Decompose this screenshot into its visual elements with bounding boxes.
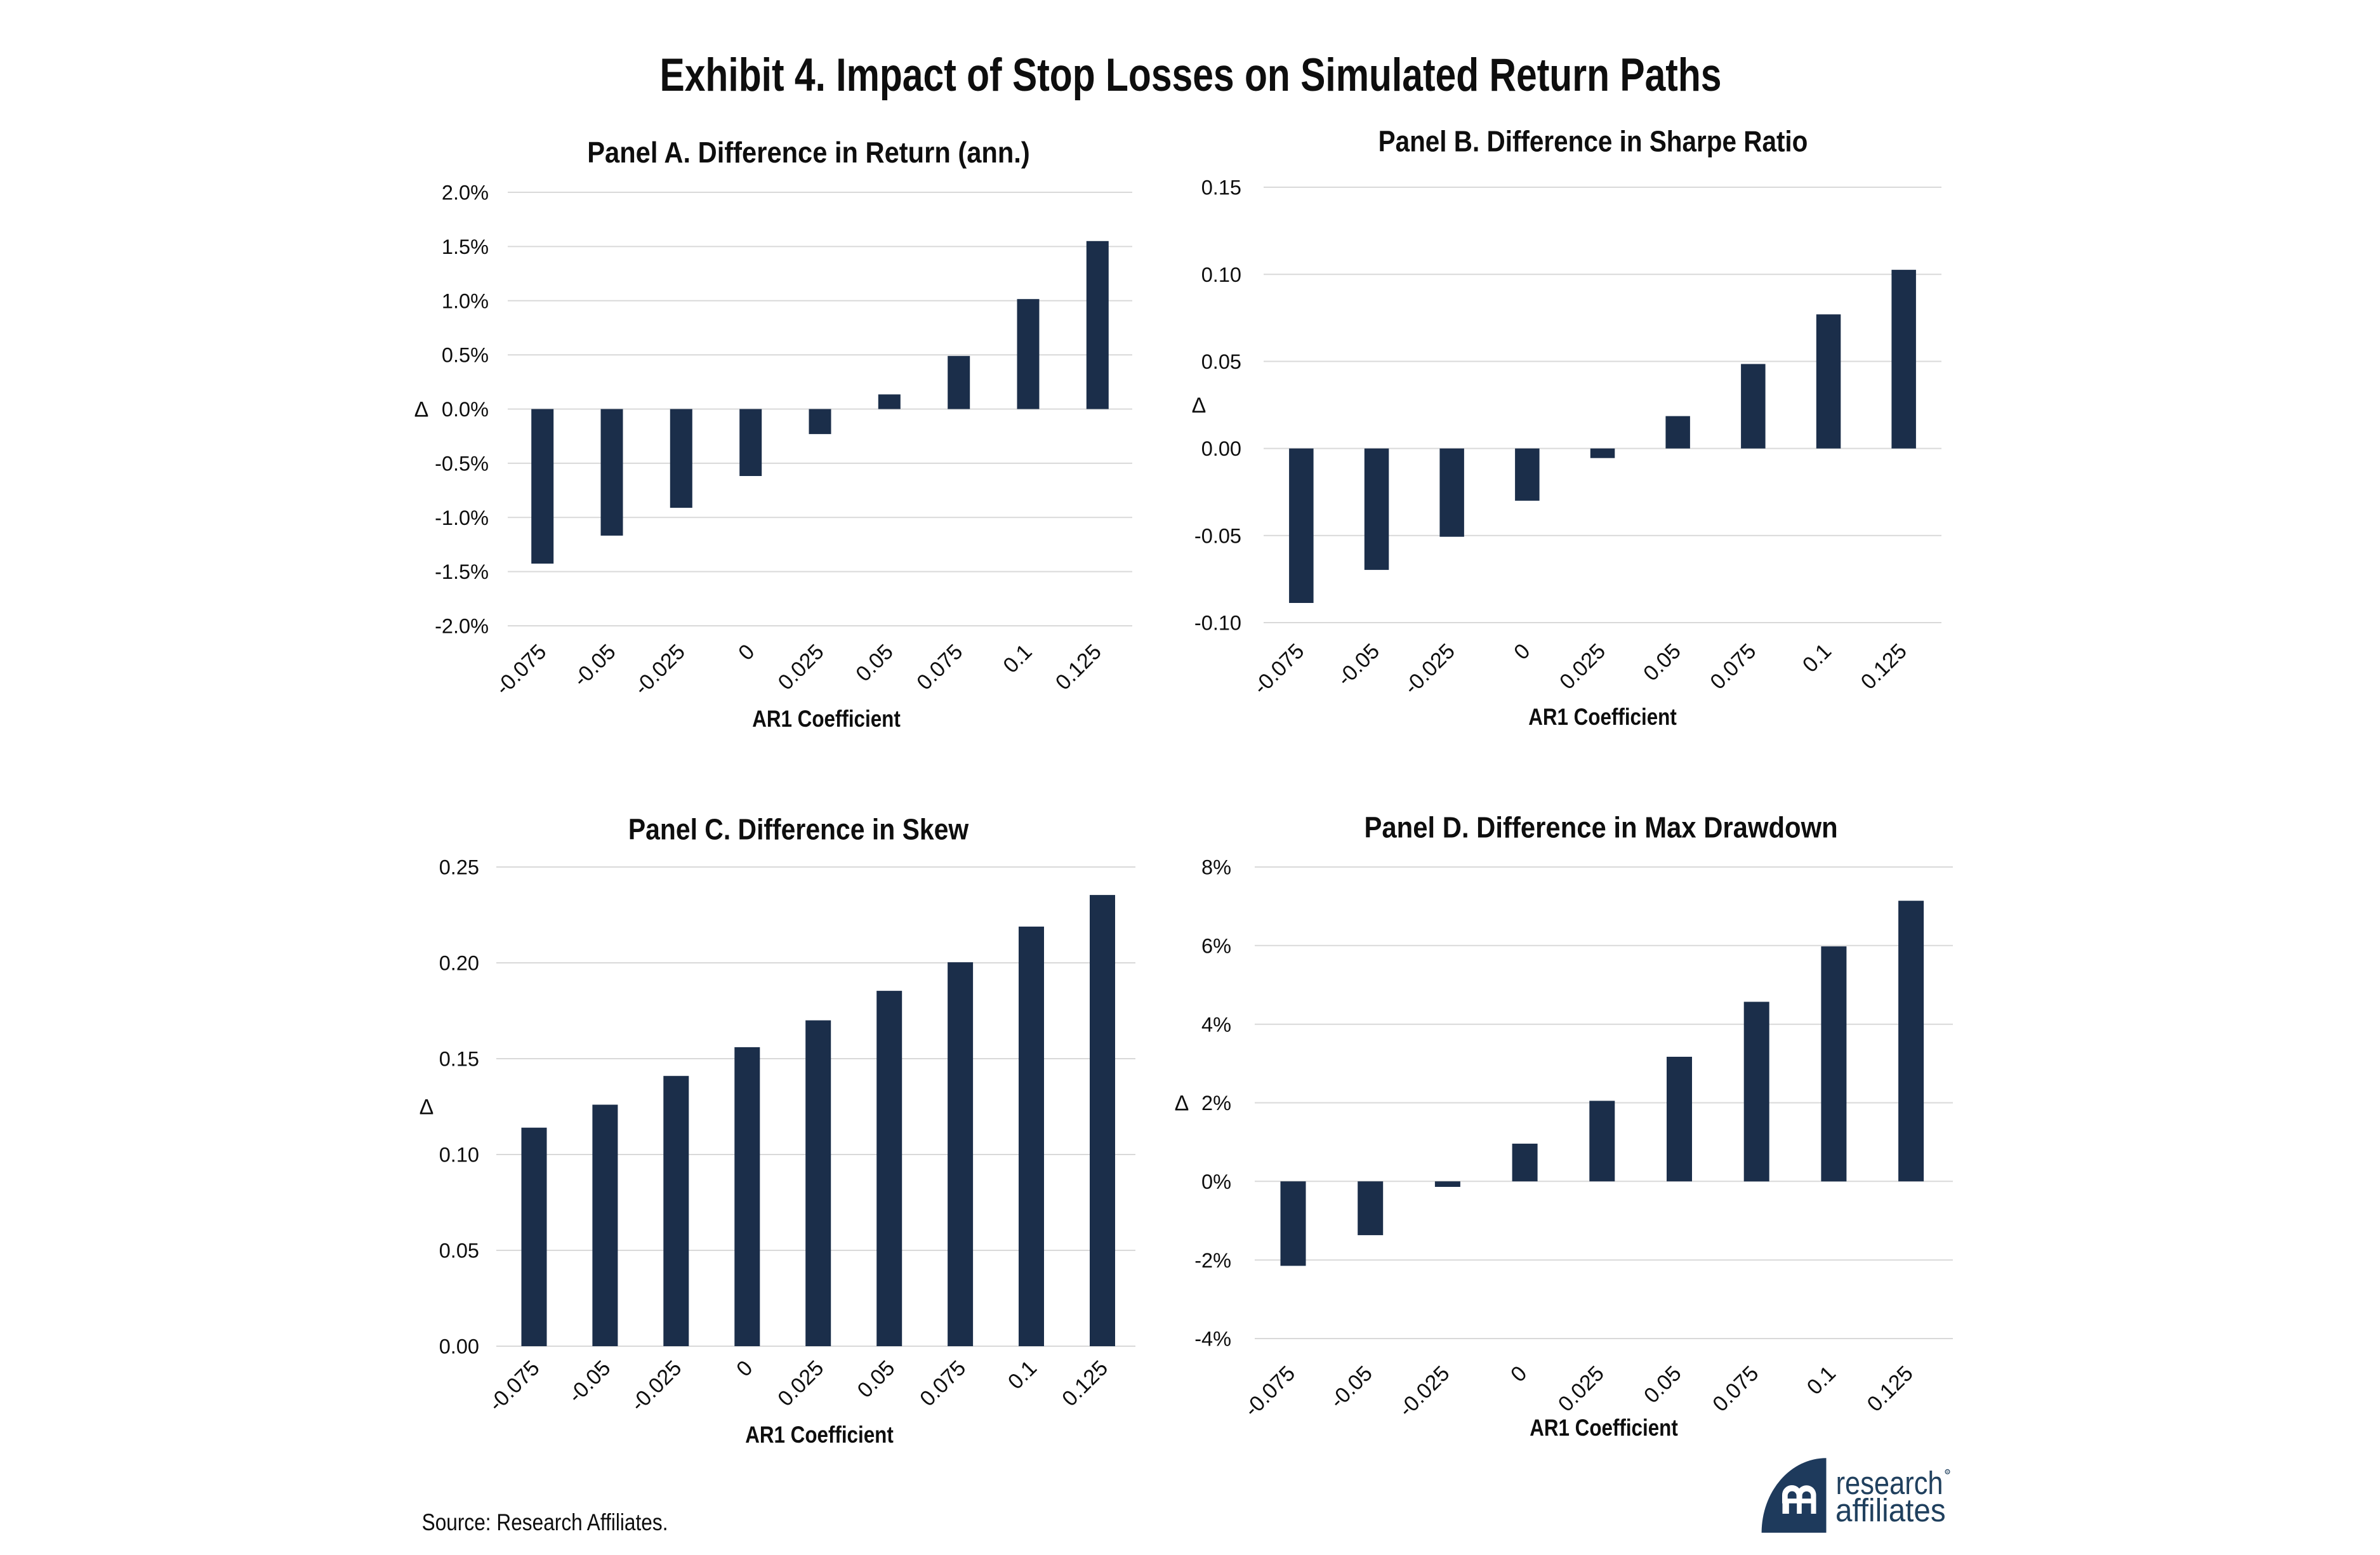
svg-text:0.05: 0.05	[851, 640, 898, 687]
svg-text:-2%: -2%	[1194, 1249, 1231, 1272]
svg-text:-0.05: -0.05	[1332, 639, 1384, 691]
svg-text:0.05: 0.05	[1201, 350, 1241, 373]
svg-text:-0.05: -0.05	[1194, 524, 1241, 547]
svg-text:-1.5%: -1.5%	[435, 560, 489, 583]
svg-text:0: 0	[734, 640, 759, 665]
svg-text:6%: 6%	[1201, 934, 1231, 957]
svg-text:0.125: 0.125	[1856, 639, 1912, 694]
svg-text:-0.075: -0.075	[484, 1356, 545, 1416]
svg-text:0.075: 0.075	[915, 1356, 970, 1411]
svg-text:AR1 Coefficient: AR1 Coefficient	[1528, 704, 1677, 730]
svg-text:-0.10: -0.10	[1194, 612, 1241, 635]
svg-text:-0.075: -0.075	[1240, 1361, 1300, 1422]
svg-text:Source: Research Affiliates.: Source: Research Affiliates.	[422, 1509, 668, 1535]
svg-text:Δ: Δ	[1192, 394, 1207, 418]
svg-text:0.20: 0.20	[439, 952, 479, 975]
svg-text:0.10: 0.10	[439, 1144, 479, 1167]
svg-text:-0.025: -0.025	[1394, 1361, 1455, 1422]
svg-text:0.25: 0.25	[439, 856, 479, 879]
svg-text:0.00: 0.00	[439, 1335, 479, 1358]
svg-text:0.15: 0.15	[439, 1048, 479, 1071]
svg-text:-0.025: -0.025	[1399, 639, 1460, 699]
svg-text:0.05: 0.05	[439, 1240, 479, 1262]
svg-text:-0.025: -0.025	[626, 1356, 686, 1416]
svg-text:Panel C. Difference in Skew: Panel C. Difference in Skew	[628, 813, 969, 846]
svg-text:research: research	[1836, 1465, 1943, 1501]
svg-text:Δ: Δ	[414, 397, 429, 421]
svg-text:-2.0%: -2.0%	[435, 615, 489, 638]
svg-text:0.025: 0.025	[774, 640, 829, 695]
svg-text:0.025: 0.025	[1555, 639, 1610, 694]
svg-text:-0.025: -0.025	[630, 640, 690, 700]
svg-text:-0.05: -0.05	[1325, 1361, 1377, 1413]
svg-text:AR1 Coefficient: AR1 Coefficient	[745, 1422, 894, 1448]
svg-text:0.05: 0.05	[853, 1356, 900, 1403]
svg-text:0.025: 0.025	[773, 1356, 828, 1411]
svg-text:0.00: 0.00	[1201, 437, 1241, 460]
svg-text:Δ: Δ	[1175, 1091, 1189, 1115]
svg-text:0.10: 0.10	[1201, 263, 1241, 286]
svg-text:-0.05: -0.05	[569, 640, 621, 692]
svg-text:4%: 4%	[1201, 1013, 1231, 1036]
svg-text:0.075: 0.075	[1705, 639, 1761, 694]
svg-text:Exhibit 4. Impact of Stop Loss: Exhibit 4. Impact of Stop Losses on Simu…	[660, 50, 1722, 101]
svg-text:Panel D. Difference in Max Dra: Panel D. Difference in Max Drawdown	[1365, 811, 1838, 844]
svg-text:AR1 Coefficient: AR1 Coefficient	[1530, 1415, 1678, 1441]
svg-text:0.15: 0.15	[1201, 176, 1241, 199]
svg-text:-0.075: -0.075	[1248, 639, 1309, 699]
svg-text:0.5%: 0.5%	[442, 344, 489, 367]
svg-text:0: 0	[732, 1356, 757, 1381]
svg-text:AR1 Coefficient: AR1 Coefficient	[752, 706, 901, 732]
svg-text:R: R	[1947, 1471, 1949, 1474]
svg-text:-0.05: -0.05	[564, 1356, 616, 1408]
svg-text:0.0%: 0.0%	[442, 398, 489, 421]
svg-text:-0.5%: -0.5%	[435, 453, 489, 475]
svg-text:0%: 0%	[1201, 1170, 1231, 1193]
svg-text:affiliates: affiliates	[1835, 1492, 1946, 1528]
svg-text:0: 0	[1506, 1361, 1531, 1387]
svg-text:0.125: 0.125	[1051, 640, 1106, 695]
svg-text:0.125: 0.125	[1863, 1361, 1918, 1417]
svg-text:0.075: 0.075	[1708, 1361, 1763, 1417]
svg-text:-1.0%: -1.0%	[435, 506, 489, 529]
svg-text:0.075: 0.075	[912, 640, 967, 695]
svg-text:Panel A. Difference in Return: Panel A. Difference in Return (ann.)	[587, 136, 1030, 169]
svg-text:0.125: 0.125	[1057, 1356, 1113, 1411]
svg-text:2.0%: 2.0%	[442, 182, 489, 204]
svg-text:8%: 8%	[1201, 856, 1231, 879]
svg-text:1.0%: 1.0%	[442, 289, 489, 312]
svg-text:0.1: 0.1	[998, 640, 1036, 678]
svg-text:0.1: 0.1	[1003, 1356, 1041, 1394]
svg-text:Panel B. Difference in Sharpe: Panel B. Difference in Sharpe Ratio	[1378, 125, 1808, 158]
svg-text:2%: 2%	[1201, 1092, 1231, 1115]
svg-text:0.1: 0.1	[1802, 1361, 1841, 1400]
svg-text:0.05: 0.05	[1639, 1361, 1686, 1408]
svg-text:Δ: Δ	[420, 1095, 434, 1119]
svg-text:0: 0	[1509, 639, 1535, 665]
svg-text:0.1: 0.1	[1798, 639, 1836, 677]
svg-text:0.05: 0.05	[1639, 639, 1686, 686]
svg-text:0.025: 0.025	[1554, 1361, 1609, 1417]
svg-text:-0.075: -0.075	[491, 640, 551, 700]
svg-text:1.5%: 1.5%	[442, 235, 489, 258]
svg-text:-4%: -4%	[1194, 1328, 1231, 1351]
